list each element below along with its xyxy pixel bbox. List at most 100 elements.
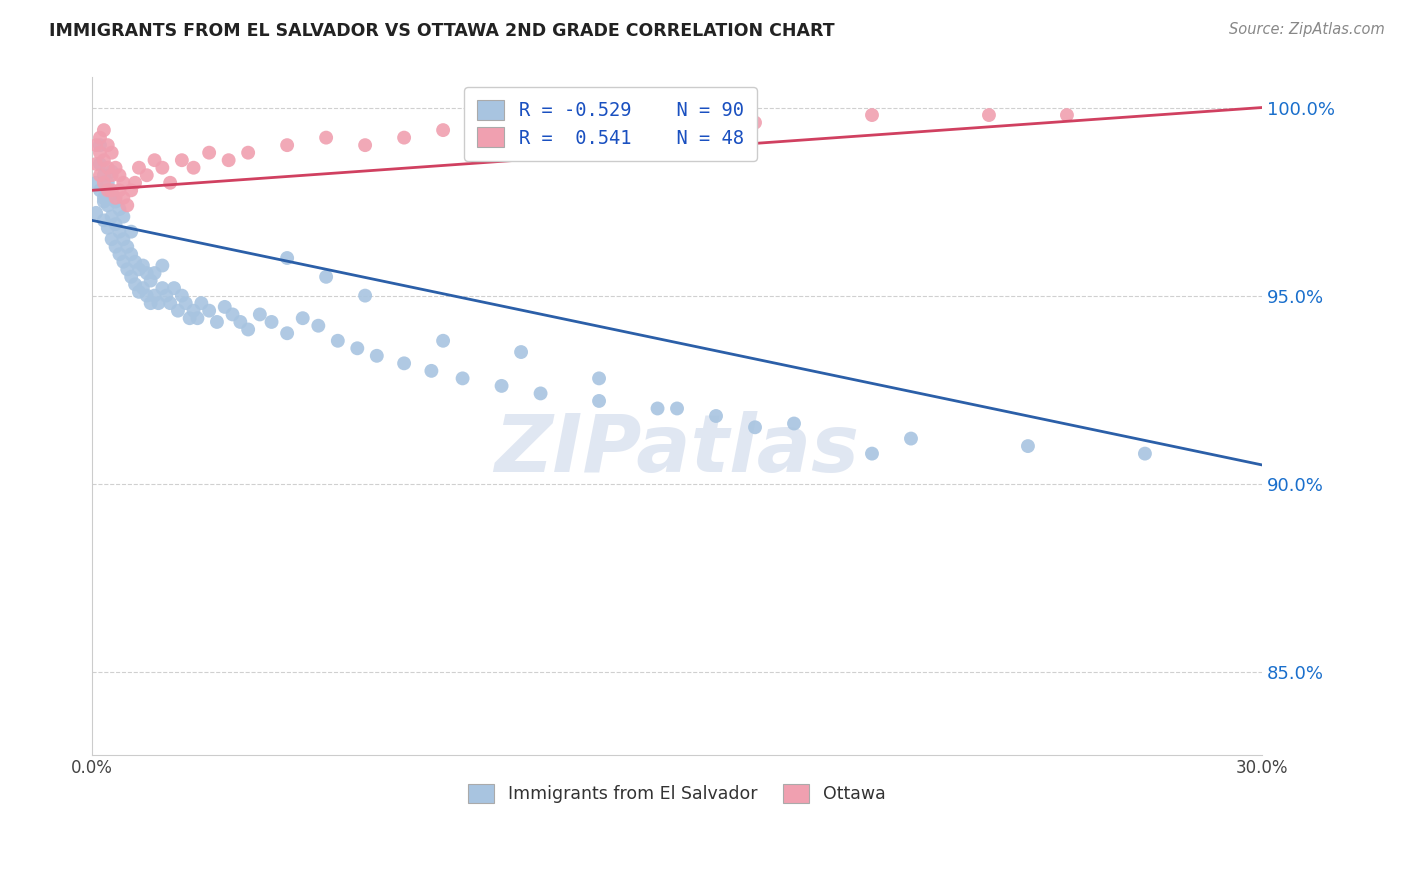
Point (93, 213, 115, 227)
Point (198, 145, 221, 160)
Point (97, 138, 120, 153)
Point (150, 259, 173, 273)
Point (84, 176, 107, 190)
Point (120, 225, 142, 239)
Point (491, 379, 513, 393)
Point (100, 145, 122, 160)
Point (236, 145, 259, 160)
Point (291, 311, 314, 326)
Text: IMMIGRANTS FROM EL SALVADOR VS OTTAWA 2ND GRADE CORRELATION CHART: IMMIGRANTS FROM EL SALVADOR VS OTTAWA 2N… (49, 22, 835, 40)
Point (186, 311, 208, 326)
Point (108, 168, 131, 182)
Point (120, 269, 142, 284)
Point (627, 115, 650, 129)
Point (548, 115, 571, 129)
Point (346, 341, 368, 355)
Point (392, 356, 415, 370)
Point (104, 194, 127, 209)
Point (124, 254, 146, 268)
Point (167, 303, 190, 318)
Point (860, 108, 883, 122)
Point (977, 108, 1000, 122)
Point (112, 254, 135, 268)
Point (143, 266, 166, 280)
Point (139, 296, 162, 310)
Point (354, 288, 377, 302)
Point (100, 187, 122, 202)
Text: Source: ZipAtlas.com: Source: ZipAtlas.com (1229, 22, 1385, 37)
Point (97, 183, 120, 197)
Point (143, 153, 166, 168)
Point (179, 311, 201, 326)
Point (139, 274, 162, 288)
Point (128, 262, 150, 277)
Point (276, 138, 298, 153)
Point (218, 153, 240, 168)
Point (588, 115, 610, 129)
Point (704, 108, 727, 122)
Point (112, 210, 135, 224)
Point (900, 432, 922, 446)
Point (89, 183, 111, 197)
Point (112, 232, 135, 246)
Point (89, 130, 111, 145)
Point (135, 168, 157, 182)
Point (1017, 439, 1039, 453)
Point (128, 285, 150, 299)
Point (117, 240, 139, 254)
Point (100, 232, 122, 246)
Point (93, 168, 115, 182)
Point (183, 161, 205, 175)
Point (108, 225, 131, 239)
Point (249, 308, 271, 322)
Legend: Immigrants from El Salvador, Ottawa: Immigrants from El Salvador, Ottawa (457, 773, 897, 814)
Point (117, 198, 139, 212)
Point (432, 334, 454, 348)
Point (124, 176, 146, 190)
Point (117, 262, 139, 277)
Point (132, 281, 155, 295)
Point (104, 161, 127, 175)
Point (104, 217, 127, 231)
Point (588, 371, 610, 385)
Point (170, 153, 193, 168)
Point (1056, 108, 1078, 122)
Point (108, 183, 131, 197)
Point (93, 123, 115, 137)
Point (143, 288, 166, 302)
Point (666, 401, 689, 416)
Point (104, 191, 127, 205)
Point (150, 281, 173, 295)
Point (159, 176, 181, 190)
Point (84, 138, 107, 153)
Point (205, 315, 228, 329)
Point (97, 161, 120, 175)
Point (97, 176, 120, 190)
Point (128, 161, 150, 175)
Point (315, 130, 337, 145)
Point (451, 371, 474, 385)
Point (214, 300, 236, 314)
Point (783, 417, 806, 431)
Point (190, 296, 212, 310)
Point (163, 281, 186, 295)
Point (84, 206, 107, 220)
Point (150, 161, 173, 175)
Point (744, 420, 766, 434)
Point (510, 123, 533, 137)
Point (326, 334, 349, 348)
Point (89, 145, 111, 160)
Point (221, 308, 243, 322)
Point (93, 194, 115, 209)
Point (100, 183, 122, 197)
Point (420, 364, 443, 378)
Point (366, 349, 388, 363)
Point (135, 288, 157, 302)
Point (155, 288, 177, 302)
Point (307, 318, 329, 333)
Point (392, 130, 415, 145)
Point (170, 288, 193, 302)
Point (647, 401, 669, 416)
Point (159, 296, 181, 310)
Point (198, 303, 221, 318)
